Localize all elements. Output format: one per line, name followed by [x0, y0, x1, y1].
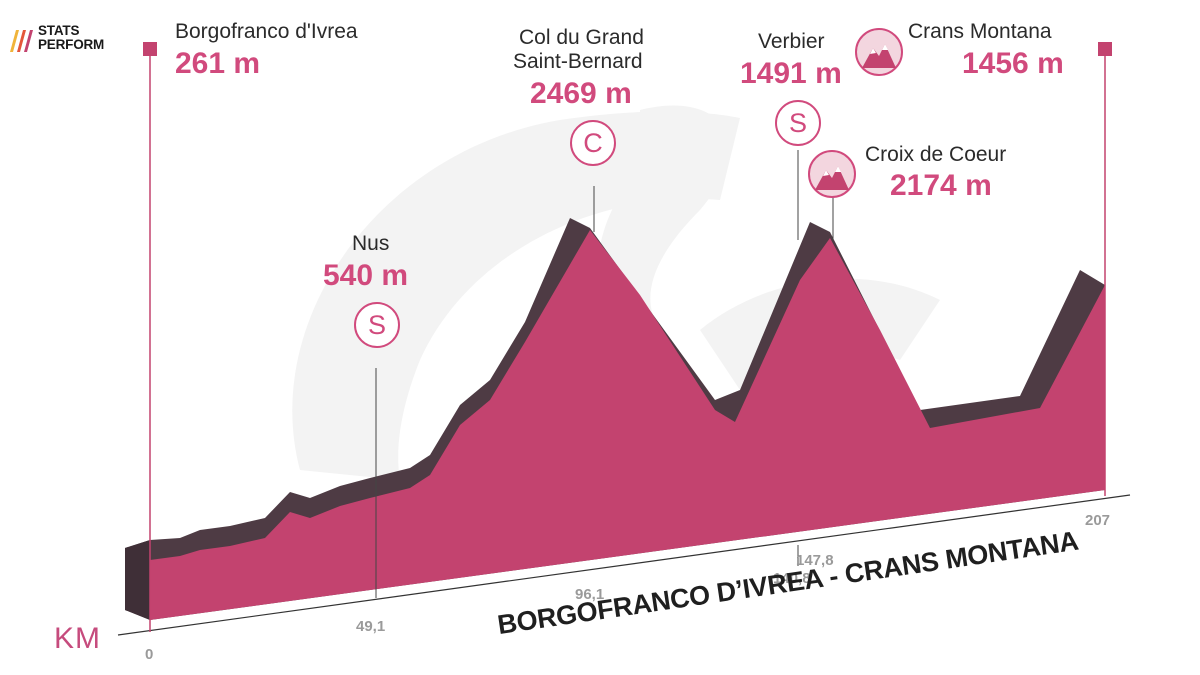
km-tick-0: 0	[145, 646, 154, 663]
km-tick-49-1: 49,1	[356, 618, 386, 635]
verbier-name: Verbier	[758, 30, 825, 53]
stats-perform-logo: STATS PERFORM	[8, 22, 138, 58]
finish-name: Crans Montana	[908, 20, 1052, 43]
nus-elevation: 540 m	[323, 259, 409, 292]
mountain-climb-icon	[808, 150, 856, 198]
km-tick-147-8: 147,8	[796, 552, 834, 569]
km-tick-96-1: 96,1	[575, 586, 605, 603]
start-flag-icon	[143, 42, 157, 56]
col-elevation: 2469 m	[530, 77, 632, 110]
profile-front-face	[150, 230, 1105, 620]
sprint-badge-icon: S	[354, 302, 400, 348]
logo-line1: STATS	[38, 23, 80, 38]
cima-coppi-badge-icon: C	[570, 120, 616, 166]
croix-name: Croix de Coeur	[865, 143, 1007, 166]
nus-name: Nus	[352, 232, 390, 255]
finish-elevation: 1456 m	[962, 47, 1064, 80]
start-name: Borgofranco d'Ivrea	[175, 20, 358, 43]
km-tick-140-8: 140,8	[773, 570, 811, 587]
logo-stripes-icon	[10, 30, 33, 52]
col-name-line2: Saint-Bernard	[513, 50, 643, 73]
col-name-line1: Col du Grand	[519, 26, 644, 49]
km-tick-207: 207	[1085, 512, 1111, 529]
verbier-elevation: 1491 m	[740, 57, 842, 90]
km-axis-line	[117, 494, 1131, 636]
km-axis-label: KM	[54, 622, 101, 655]
croix-elevation: 2174 m	[890, 169, 992, 202]
finish-flag-icon	[1098, 42, 1112, 56]
start-elevation: 261 m	[175, 47, 261, 80]
sprint-badge-icon: S	[775, 100, 821, 146]
mountain-climb-icon	[855, 28, 903, 76]
logo-line2: PERFORM	[38, 37, 105, 52]
